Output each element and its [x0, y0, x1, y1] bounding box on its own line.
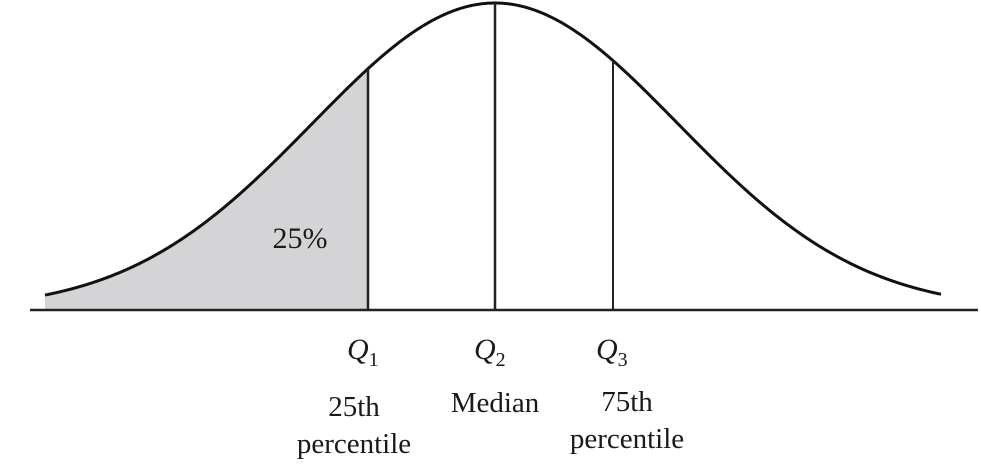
q3-letter: Q	[596, 333, 618, 366]
q2-subscript: 2	[496, 349, 506, 371]
q1-subscript: 1	[369, 349, 379, 371]
q1-letter: Q	[347, 333, 369, 366]
q1-symbol: Q1	[347, 333, 379, 371]
bell-curve	[44, 1, 942, 297]
q3-description-line-2: percentile	[570, 423, 684, 455]
shaded-area-percent-label: 25%	[273, 222, 328, 255]
q3-description-line-1: 75th	[601, 386, 653, 418]
q2-letter: Q	[474, 333, 496, 366]
q1-description-line-1: 25th	[328, 391, 380, 423]
shaded-lower-quartile-region	[45, 68, 368, 310]
q1-description-line-2: percentile	[297, 428, 411, 460]
q3-subscript: 3	[618, 349, 628, 371]
q2-symbol: Q2	[474, 333, 506, 371]
q3-symbol: Q3	[596, 333, 628, 371]
q2-description-line-1: Median	[451, 387, 540, 419]
